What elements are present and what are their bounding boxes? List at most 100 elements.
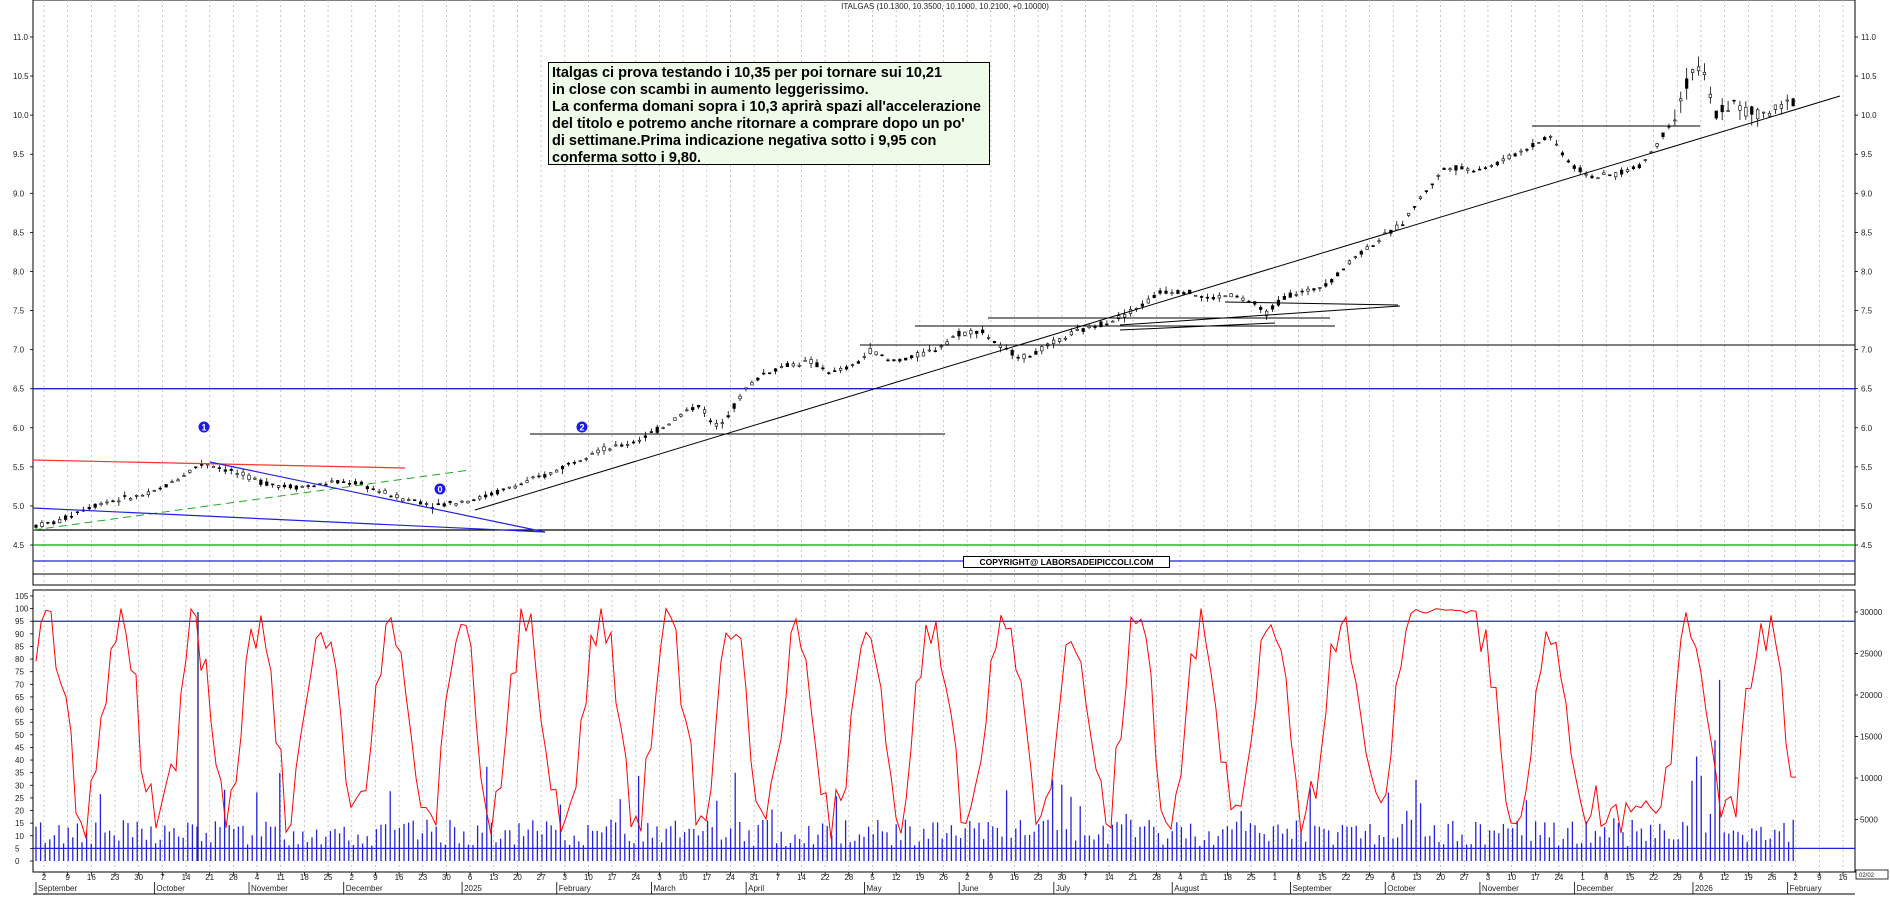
candle-body <box>1483 167 1488 170</box>
price-axis-label-right: 4.5 <box>1861 541 1873 550</box>
candle-body <box>1330 279 1334 283</box>
trend-line-blue <box>32 507 546 533</box>
support-trendline <box>474 95 1841 511</box>
x-tick-label: 28 <box>229 873 238 882</box>
candle-body <box>1507 154 1511 160</box>
candle-body <box>543 474 547 478</box>
candle-body <box>288 484 293 489</box>
candle-body <box>637 439 642 442</box>
oscillator-axis-label: 20 <box>15 807 24 816</box>
candle-body <box>649 431 653 433</box>
x-tick-label: 5 <box>870 873 875 882</box>
candle-body <box>170 481 174 483</box>
month-label: March <box>653 884 675 893</box>
oscillator-axis-label: 90 <box>15 630 24 639</box>
price-axis-label-right: 9.0 <box>1861 189 1873 198</box>
candle-body <box>176 479 180 482</box>
price-panel-frame <box>32 0 1856 586</box>
x-tick-label: 16 <box>87 873 96 882</box>
candle-body <box>188 469 192 473</box>
candle-body <box>371 488 375 491</box>
price-axis-label-left: 8.5 <box>13 228 25 237</box>
candle-body <box>614 444 618 447</box>
candle-body <box>1631 166 1636 170</box>
candle-body <box>898 358 902 362</box>
candle-body <box>1099 321 1103 328</box>
candle-body <box>495 489 500 495</box>
x-tick-label: 22 <box>821 873 830 882</box>
candle-body <box>424 503 429 505</box>
price-axis-label-right: 8.5 <box>1861 228 1873 237</box>
month-label: 2025 <box>464 884 482 893</box>
candle-body <box>1022 353 1026 359</box>
candle-body <box>1075 329 1079 331</box>
candle-body <box>910 355 914 359</box>
candle-body <box>720 422 724 424</box>
x-tick-label: 2 <box>1793 873 1798 882</box>
price-axis-label-right: 11.0 <box>1861 33 1877 42</box>
x-tick-label: 14 <box>1105 873 1114 882</box>
price-axis-label-left: 9.5 <box>13 150 25 159</box>
price-axis-label-left: 9.0 <box>13 189 25 198</box>
volume-axis-label: 15000 <box>1860 733 1883 742</box>
x-tick-label: 3 <box>1486 873 1491 882</box>
candle-body <box>1543 137 1547 141</box>
trend-line-blue-2 <box>209 461 546 533</box>
candle-body <box>1105 323 1109 326</box>
oscillator-axis-label: 85 <box>15 642 24 651</box>
candle-body <box>821 367 825 370</box>
candle-body <box>779 366 784 368</box>
candle-body <box>785 363 789 368</box>
candle-body <box>58 519 62 524</box>
candle-body <box>1738 105 1742 111</box>
x-tick-label: 29 <box>1673 873 1682 882</box>
candle-body <box>1170 292 1174 294</box>
candle-body <box>99 503 103 505</box>
x-tick-label: 8 <box>1604 873 1609 882</box>
candle-body <box>1761 111 1766 114</box>
oscillator-axis-label: 50 <box>15 731 24 740</box>
candle-body <box>1489 165 1494 167</box>
price-axis-label-left: 10.0 <box>13 111 29 120</box>
candle-body <box>850 364 855 366</box>
candle-body <box>1625 169 1630 172</box>
x-tick-label: 20 <box>513 873 522 882</box>
x-tick-label: 13 <box>1412 873 1421 882</box>
candle-body <box>318 482 322 485</box>
candle-body <box>253 477 257 480</box>
candle-body <box>697 404 701 408</box>
x-tick-label: 9 <box>373 873 378 882</box>
month-label: July <box>1056 884 1070 893</box>
x-tick-label: 29 <box>1365 873 1374 882</box>
x-tick-label: 4 <box>1178 873 1183 882</box>
candle-body <box>460 500 464 503</box>
candle-body <box>1377 240 1381 243</box>
candle-body <box>1365 246 1369 250</box>
candle-body <box>1525 149 1529 151</box>
candle-body <box>182 475 186 477</box>
candle-body <box>679 414 683 417</box>
candle-body <box>1040 346 1044 352</box>
candle-body <box>602 446 606 452</box>
candle-body <box>791 363 795 367</box>
candle-body <box>1081 328 1085 332</box>
candle-body <box>194 466 198 469</box>
triangle-side-line <box>1224 301 1399 306</box>
candle-body <box>596 449 600 454</box>
price-axis-label-left: 7.5 <box>13 307 25 316</box>
candle-body <box>590 452 594 455</box>
candle-body <box>1691 69 1695 73</box>
month-label: October <box>1387 884 1416 893</box>
price-axis-label-right: 5.0 <box>1861 502 1873 511</box>
x-tick-label: 17 <box>608 873 617 882</box>
candle-body <box>146 491 151 496</box>
candle-body <box>501 488 505 491</box>
candle-body <box>969 330 973 335</box>
candle-body <box>927 349 931 352</box>
price-axis-label-left: 4.5 <box>13 541 25 550</box>
oscillator-axis-label: 40 <box>15 756 24 765</box>
candle-body <box>1614 172 1618 178</box>
price-axis-label-left: 5.0 <box>13 502 25 511</box>
candle-body <box>229 469 233 471</box>
